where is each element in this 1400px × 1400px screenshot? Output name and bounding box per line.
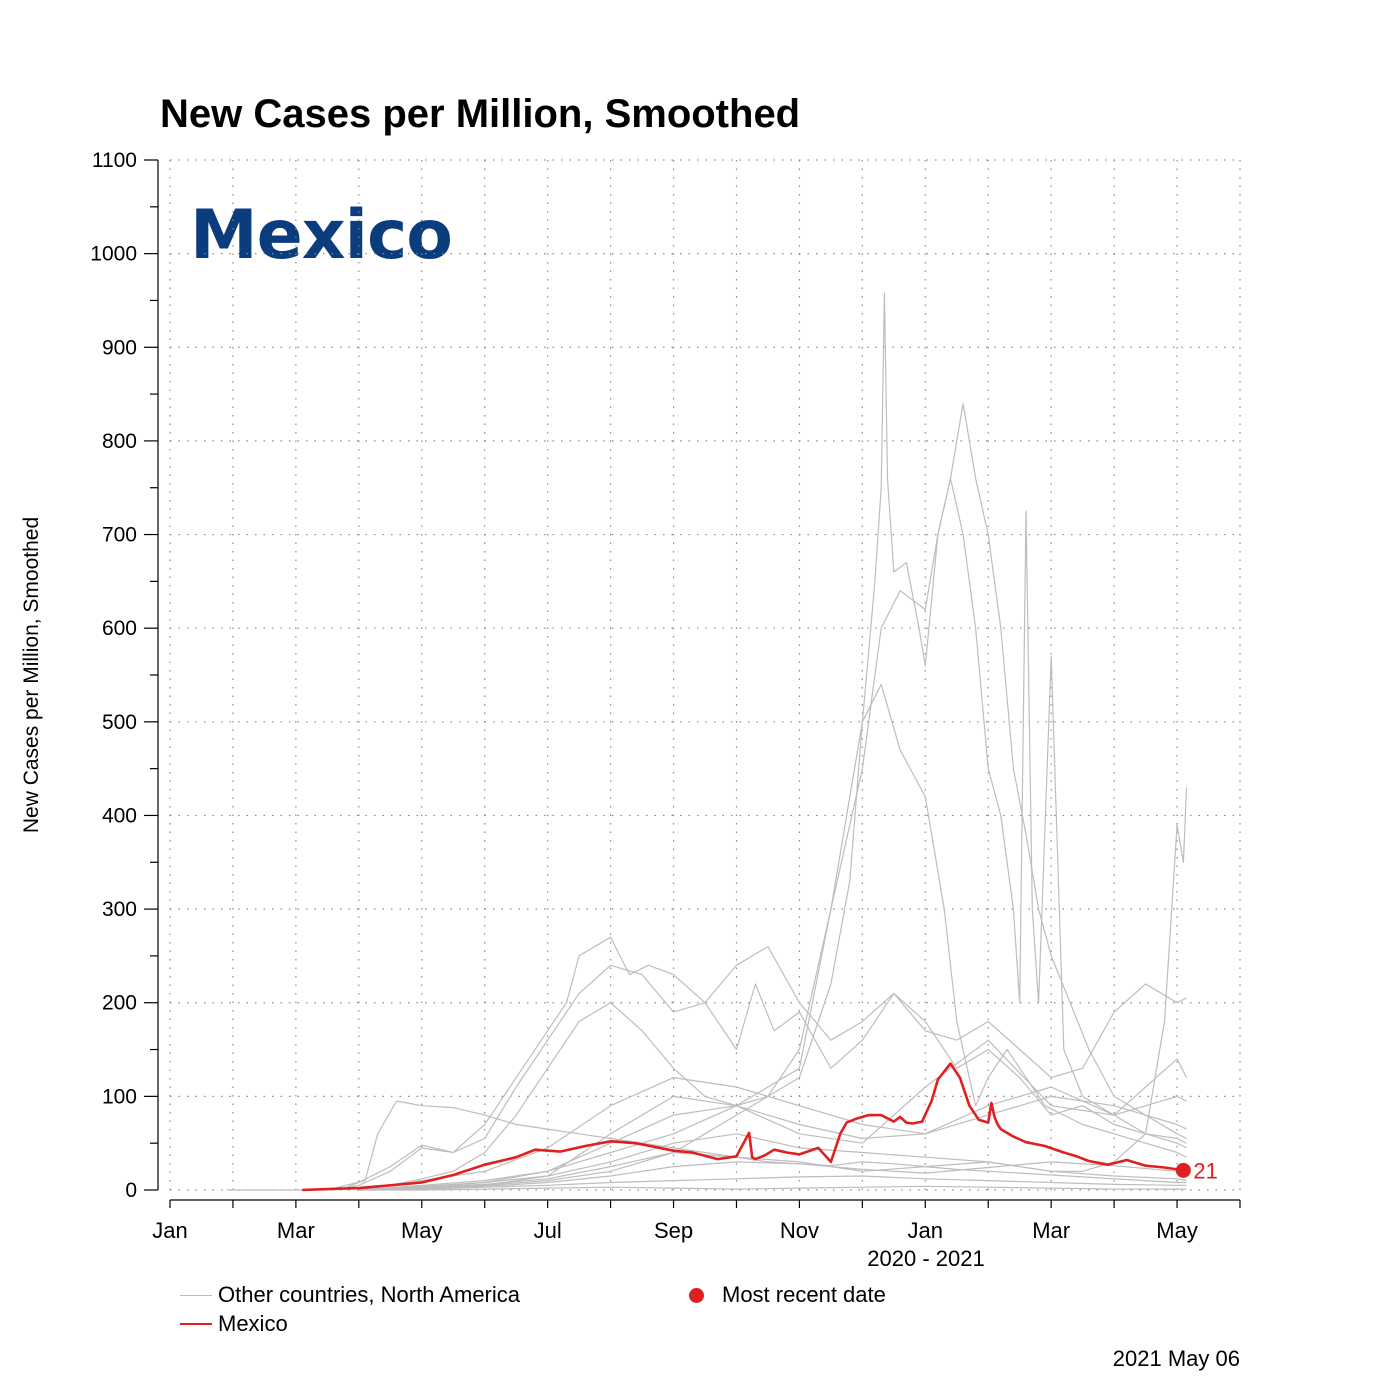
legend-item-other: Other countries, North America bbox=[180, 1282, 520, 1308]
y-tick-label: 1000 bbox=[90, 243, 137, 266]
x-tick-label: May bbox=[401, 1218, 443, 1243]
other-country-series bbox=[358, 1039, 1187, 1191]
other-country-series bbox=[358, 1175, 1187, 1191]
most-recent-point bbox=[1175, 1162, 1191, 1178]
x-tick-label: May bbox=[1156, 1218, 1198, 1243]
other-country-series bbox=[358, 1058, 1188, 1191]
most-recent-label: 21 bbox=[1193, 1158, 1217, 1183]
other-country-series bbox=[358, 787, 1188, 1191]
y-tick-label: 200 bbox=[102, 992, 137, 1015]
mexico-series bbox=[302, 1062, 1184, 1192]
x-tick-label: Mar bbox=[277, 1218, 315, 1243]
legend-label-other: Other countries, North America bbox=[218, 1282, 521, 1307]
legend-item-mexico: Mexico bbox=[180, 1311, 288, 1337]
other-country-series bbox=[358, 477, 1187, 1191]
y-tick-label: 900 bbox=[102, 336, 137, 359]
other-country-series bbox=[358, 1151, 1187, 1191]
legend-label-mexico: Mexico bbox=[218, 1311, 288, 1336]
y-tick-label: 300 bbox=[102, 898, 137, 921]
y-tick-label: 400 bbox=[102, 804, 137, 827]
x-tick-label: Jan bbox=[908, 1218, 943, 1243]
other-country-series bbox=[339, 945, 1187, 1191]
date-stamp: 2021 May 06 bbox=[1112, 1346, 1240, 1371]
x-axis-label: 2020 - 2021 bbox=[867, 1246, 985, 1271]
other-country-series bbox=[358, 1185, 1187, 1191]
chart-title: New Cases per Million, Smoothed bbox=[160, 92, 801, 136]
y-tick-label: 700 bbox=[102, 524, 137, 547]
x-tick-label: Sep bbox=[654, 1218, 693, 1243]
chart-area: 0 100 200 300 400 500 600 700 800 900 1000 1100 Jan M… bbox=[90, 149, 1241, 1243]
legend-line-other bbox=[180, 1294, 212, 1296]
legend-line-mexico bbox=[180, 1323, 212, 1325]
legend-dot-icon bbox=[689, 1287, 704, 1303]
legend-item-recent: Most recent date bbox=[689, 1282, 886, 1308]
y-tick-label: 500 bbox=[102, 711, 137, 734]
other-country-series bbox=[358, 1076, 1187, 1191]
y-tick-label: 1100 bbox=[92, 149, 137, 172]
other-country-series bbox=[358, 292, 1187, 1191]
x-tick-label: Mar bbox=[1032, 1218, 1070, 1243]
x-tick-label: Jul bbox=[534, 1218, 562, 1243]
x-tick-label: Nov bbox=[780, 1218, 819, 1243]
other-country-series bbox=[327, 1100, 1187, 1191]
other-country-series bbox=[358, 1161, 1187, 1191]
y-tick-label: 800 bbox=[102, 430, 137, 453]
other-country-series bbox=[333, 936, 1187, 1191]
y-tick-label: 600 bbox=[102, 617, 137, 640]
country-name: Mexico bbox=[190, 196, 453, 275]
legend-label-recent: Most recent date bbox=[722, 1282, 886, 1307]
y-tick-label: 100 bbox=[102, 1085, 137, 1108]
y-tick-label: 0 bbox=[125, 1179, 137, 1202]
x-tick-label: Jan bbox=[152, 1218, 187, 1243]
